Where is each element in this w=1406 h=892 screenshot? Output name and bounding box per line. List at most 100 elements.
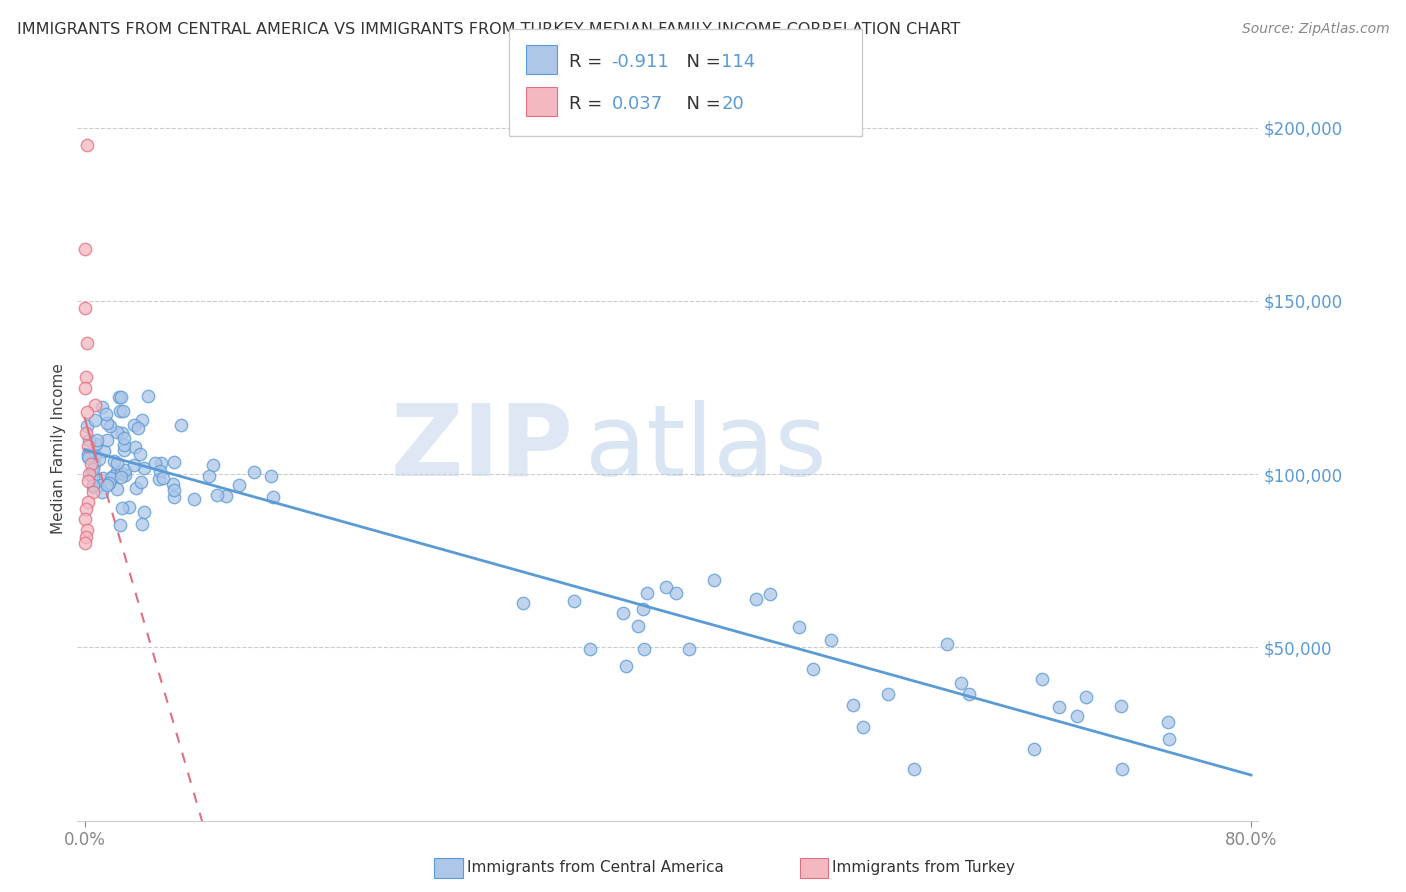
- Point: [243, 465, 266, 479]
- Point: [1156, 714, 1178, 729]
- Point: [112, 438, 135, 452]
- Point: [91, 484, 114, 499]
- Point: [852, 720, 875, 734]
- Point: [877, 687, 900, 701]
- Point: [138, 389, 160, 403]
- Point: [82, 477, 104, 491]
- Point: [820, 633, 842, 648]
- Text: R =: R =: [569, 54, 609, 71]
- Point: [163, 455, 186, 469]
- Point: [129, 475, 152, 489]
- Text: 0.037: 0.037: [612, 95, 662, 113]
- Point: [152, 471, 174, 485]
- Point: [103, 454, 125, 468]
- Point: [111, 403, 134, 417]
- Point: [100, 471, 122, 485]
- Point: [183, 491, 205, 506]
- Text: IMMIGRANTS FROM CENTRAL AMERICA VS IMMIGRANTS FROM TURKEY MEDIAN FAMILY INCOME C: IMMIGRANTS FROM CENTRAL AMERICA VS IMMIG…: [17, 22, 960, 37]
- Point: [83, 413, 105, 427]
- Point: [96, 416, 118, 430]
- Text: Immigrants from Turkey: Immigrants from Turkey: [832, 861, 1015, 875]
- Point: [76, 335, 98, 350]
- Point: [75, 501, 97, 516]
- Point: [1159, 731, 1181, 746]
- Point: [145, 456, 167, 470]
- Point: [76, 138, 98, 153]
- Point: [76, 405, 98, 419]
- Point: [125, 481, 148, 495]
- Point: [162, 476, 184, 491]
- Point: [957, 687, 980, 701]
- Point: [205, 488, 228, 502]
- Point: [80, 464, 103, 478]
- Point: [633, 641, 655, 656]
- Point: [77, 451, 100, 466]
- Point: [131, 413, 153, 427]
- Point: [112, 443, 135, 458]
- Point: [87, 452, 110, 467]
- Text: ZIP: ZIP: [391, 400, 574, 497]
- Y-axis label: Median Family Income: Median Family Income: [51, 363, 66, 533]
- Point: [665, 585, 688, 599]
- Point: [614, 659, 637, 673]
- Point: [627, 619, 650, 633]
- Point: [76, 370, 98, 384]
- Point: [110, 390, 132, 404]
- Point: [149, 456, 172, 470]
- Point: [787, 620, 810, 634]
- Point: [903, 762, 925, 776]
- Point: [612, 606, 634, 620]
- Point: [108, 404, 131, 418]
- Point: [114, 467, 136, 482]
- Point: [82, 462, 104, 476]
- Point: [148, 472, 170, 486]
- Point: [134, 461, 156, 475]
- Point: [1024, 741, 1046, 756]
- Text: Source: ZipAtlas.com: Source: ZipAtlas.com: [1241, 22, 1389, 37]
- Point: [103, 469, 125, 483]
- Point: [198, 469, 221, 483]
- Point: [170, 417, 193, 432]
- Point: [110, 469, 132, 483]
- Point: [73, 301, 96, 315]
- Point: [83, 457, 105, 471]
- Point: [759, 587, 782, 601]
- Point: [228, 478, 250, 492]
- Point: [118, 500, 141, 515]
- Point: [91, 401, 114, 415]
- Point: [131, 516, 153, 531]
- Point: [75, 530, 97, 544]
- Point: [949, 676, 972, 690]
- Point: [703, 573, 725, 587]
- Point: [1047, 699, 1070, 714]
- Point: [260, 468, 283, 483]
- Point: [1111, 762, 1133, 776]
- Point: [105, 456, 128, 470]
- Text: N =: N =: [675, 95, 727, 113]
- Point: [73, 381, 96, 395]
- Point: [215, 489, 238, 503]
- Point: [512, 596, 534, 610]
- Point: [114, 463, 136, 477]
- Point: [83, 448, 105, 462]
- Point: [149, 464, 172, 478]
- Text: Immigrants from Central America: Immigrants from Central America: [467, 861, 724, 875]
- Point: [134, 504, 156, 518]
- Point: [75, 425, 97, 440]
- Point: [98, 419, 121, 434]
- Point: [1031, 673, 1053, 687]
- Point: [636, 586, 658, 600]
- Point: [122, 458, 145, 472]
- Point: [86, 433, 108, 447]
- Point: [79, 457, 101, 471]
- Point: [678, 642, 700, 657]
- Point: [105, 482, 128, 496]
- Point: [1076, 690, 1098, 704]
- Text: 20: 20: [721, 95, 744, 113]
- Point: [936, 637, 959, 651]
- Text: R =: R =: [569, 95, 609, 113]
- Point: [76, 450, 98, 465]
- Point: [108, 517, 131, 532]
- Point: [83, 398, 105, 412]
- Point: [77, 474, 100, 488]
